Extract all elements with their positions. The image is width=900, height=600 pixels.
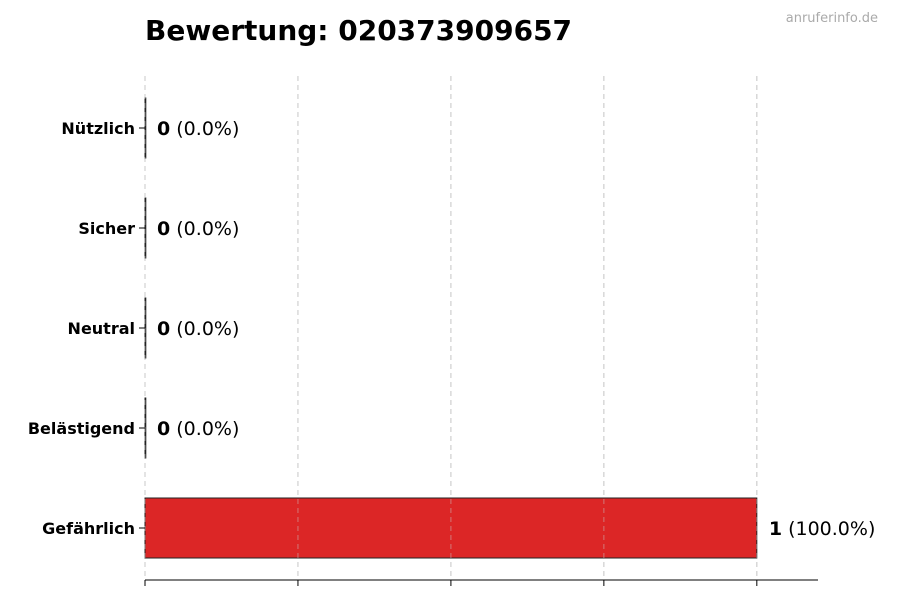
category-label: Neutral xyxy=(68,319,135,338)
count-value: 0 xyxy=(157,118,170,140)
percent-value: (0.0%) xyxy=(170,118,239,140)
watermark: anruferinfo.de xyxy=(786,11,878,26)
count-value: 1 xyxy=(769,518,782,540)
percent-value: (100.0%) xyxy=(782,518,875,540)
value-label: 0 (0.0%) xyxy=(157,318,239,340)
percent-value: (0.0%) xyxy=(170,218,239,240)
value-label: 0 (0.0%) xyxy=(157,118,239,140)
percent-value: (0.0%) xyxy=(170,318,239,340)
chart-title: Bewertung: 020373909657 xyxy=(145,14,572,47)
percent-value: (0.0%) xyxy=(170,418,239,440)
category-label: Belästigend xyxy=(28,419,135,438)
category-label: Sicher xyxy=(78,219,135,238)
count-value: 0 xyxy=(157,418,170,440)
value-label: 0 (0.0%) xyxy=(157,218,239,240)
count-value: 0 xyxy=(157,218,170,240)
value-label: 0 (0.0%) xyxy=(157,418,239,440)
category-label: Gefährlich xyxy=(42,519,135,538)
count-value: 0 xyxy=(157,318,170,340)
value-label: 1 (100.0%) xyxy=(769,518,876,540)
category-label: Nützlich xyxy=(61,119,135,138)
